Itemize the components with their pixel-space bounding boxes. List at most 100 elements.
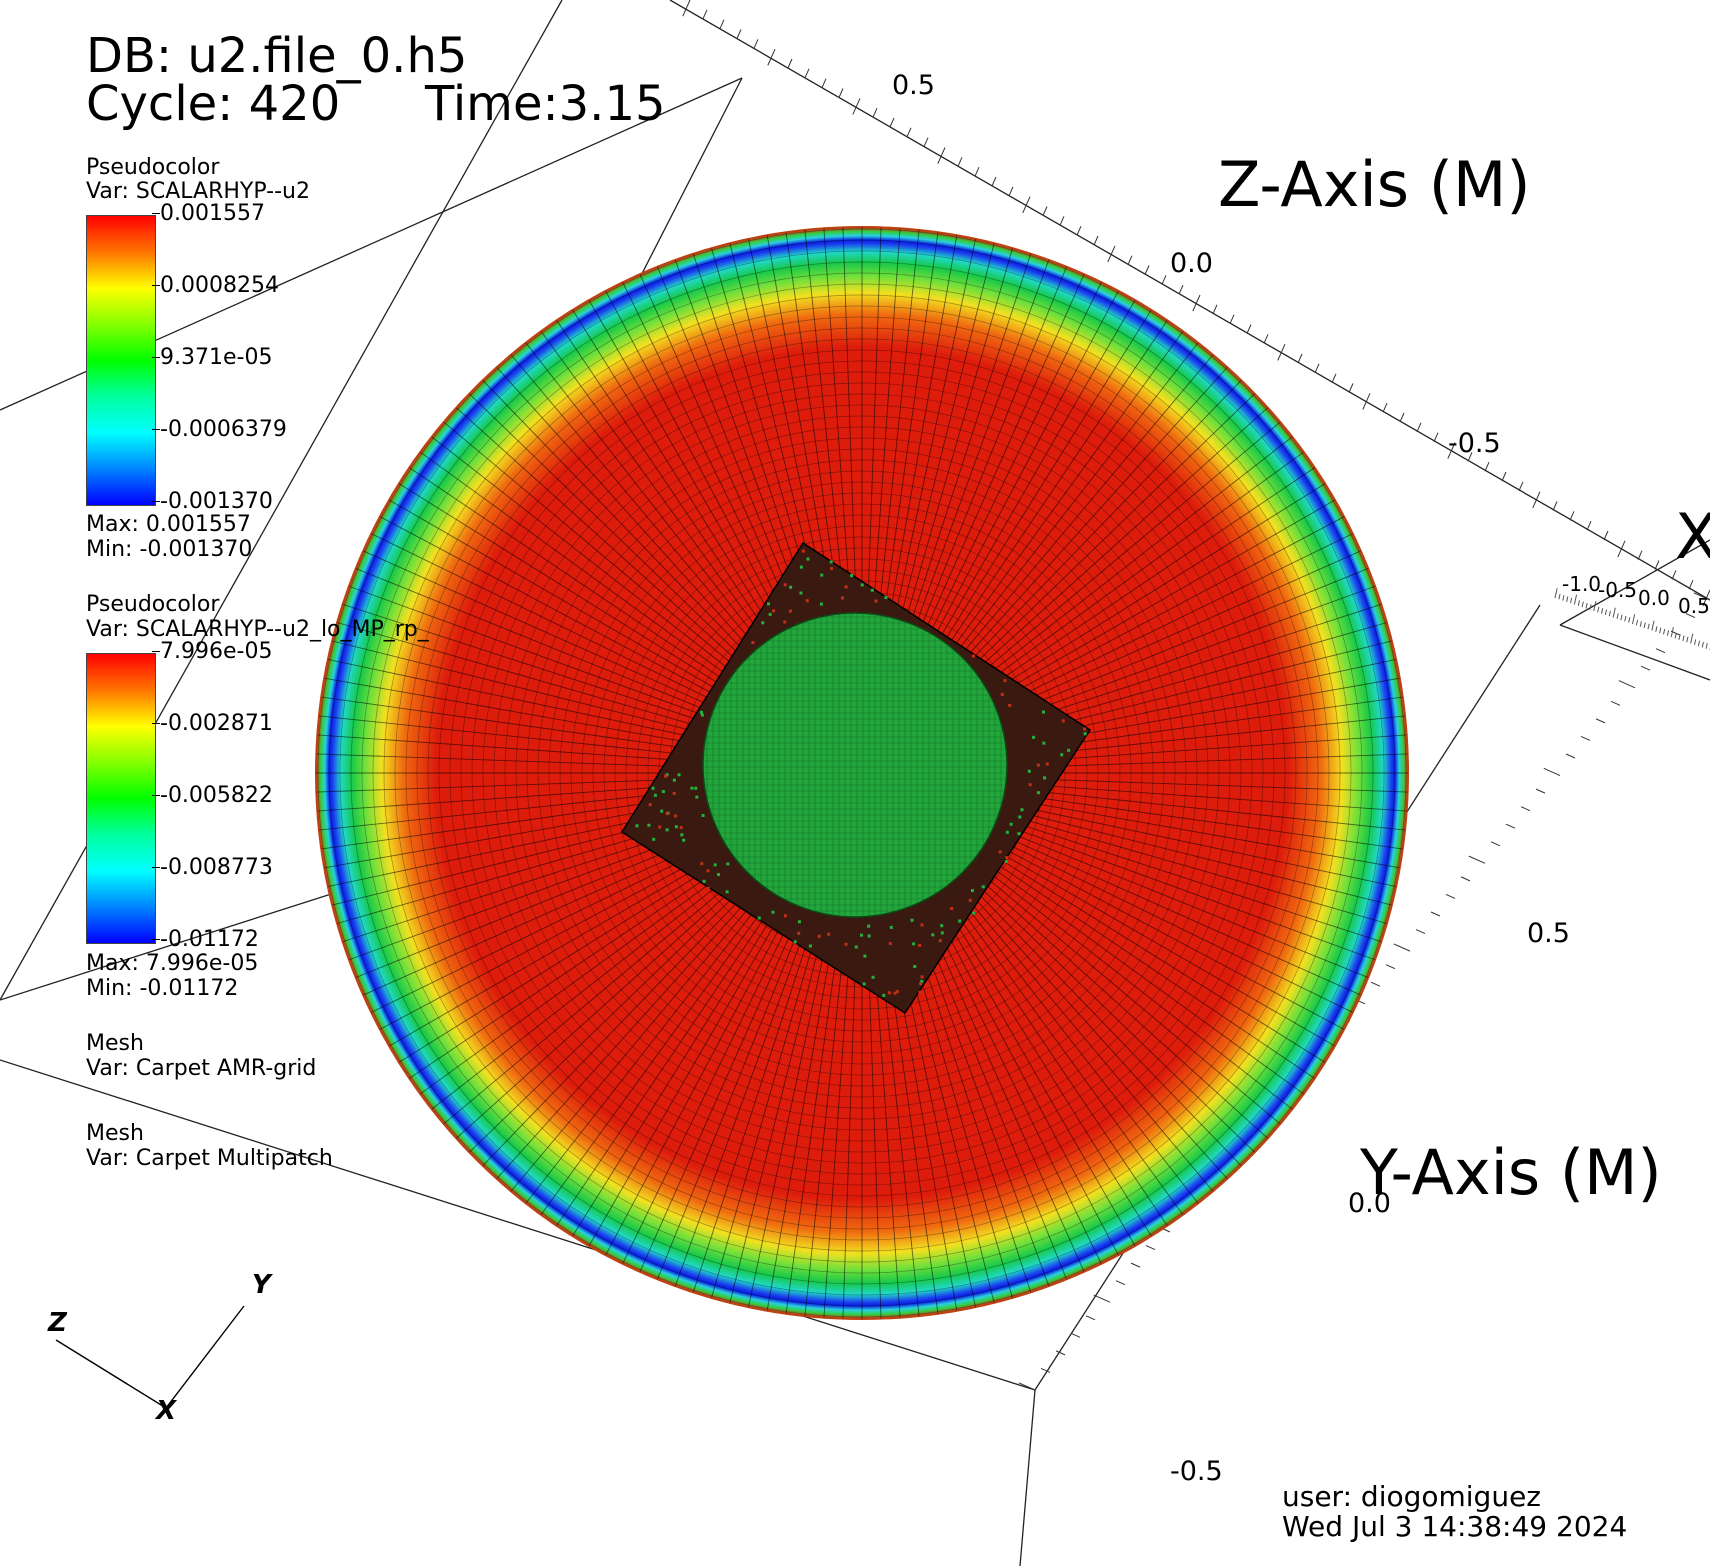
axis-tick xyxy=(822,79,826,88)
amr-cell xyxy=(680,826,683,829)
amr-cell xyxy=(830,560,833,563)
amr-cell xyxy=(751,641,754,644)
axis-tick xyxy=(1559,594,1560,599)
triad-y-label: Y xyxy=(252,1270,271,1300)
amr-cell xyxy=(1037,764,1040,767)
amr-cell xyxy=(772,609,775,612)
legend2-min: Min: -0.01172 xyxy=(86,976,238,1001)
axis-tick xyxy=(839,89,843,98)
amr-cell xyxy=(912,942,915,945)
y-axis-title: Y-Axis (M) xyxy=(1360,1136,1662,1209)
axis-triad xyxy=(56,1306,244,1408)
axis-tick xyxy=(1590,604,1591,609)
legend2-tick: -0.002871 xyxy=(160,711,273,736)
amr-cell xyxy=(636,824,639,827)
axis-tick xyxy=(1553,502,1557,511)
axis-tick xyxy=(1469,856,1485,863)
axis-tick xyxy=(805,69,809,78)
amr-cell xyxy=(1010,823,1013,826)
axis-tick xyxy=(1060,216,1064,225)
legend2-plot-type: Pseudocolor xyxy=(86,592,219,617)
legend1-min: Min: -0.001370 xyxy=(86,537,252,562)
axis-tick xyxy=(1009,187,1013,196)
axis-tick xyxy=(1604,531,1608,540)
axis-tick xyxy=(1506,824,1515,828)
axis-tick xyxy=(1625,616,1626,621)
amr-cell xyxy=(784,583,787,586)
amr-cell xyxy=(919,982,922,985)
amr-cell xyxy=(884,596,887,599)
axis-tick xyxy=(1618,541,1625,557)
axis-tick xyxy=(1502,472,1506,481)
x-axis-title: X xyxy=(1675,500,1710,573)
amr-cell xyxy=(666,812,669,815)
amr-cell xyxy=(1005,856,1008,859)
amr-cell xyxy=(939,939,942,942)
amr-cell xyxy=(890,926,893,929)
amr-cell xyxy=(1018,816,1021,819)
amr-cell xyxy=(758,917,761,920)
amr-cell xyxy=(682,839,685,842)
axis-tick xyxy=(1071,1333,1080,1337)
axis-tick xyxy=(1683,636,1684,641)
legend2-tick: -0.01172 xyxy=(160,927,259,952)
amr-cell xyxy=(950,907,953,910)
axis-tick xyxy=(1043,207,1047,216)
axis-tick xyxy=(1213,305,1217,314)
amr-cell xyxy=(920,923,923,926)
amr-cell xyxy=(761,621,764,624)
amr-cell xyxy=(714,863,717,866)
axis-tick xyxy=(1655,561,1659,570)
amr-cell xyxy=(1084,732,1087,735)
axis-tick xyxy=(1566,754,1575,758)
amr-cell xyxy=(806,558,809,561)
amr-cell xyxy=(767,602,770,605)
axis-tick xyxy=(1162,275,1166,284)
axis-tick xyxy=(703,10,707,19)
axis-tick xyxy=(1094,236,1098,245)
amr-cell xyxy=(695,796,698,799)
axis-tick xyxy=(1278,344,1285,360)
axis-tick xyxy=(1536,789,1545,793)
amr-cell xyxy=(809,944,812,947)
legend1-tick: -0.0006379 xyxy=(160,417,287,442)
axis-tick xyxy=(1667,630,1668,635)
axis-tick xyxy=(1691,634,1693,644)
amr-cell xyxy=(1060,753,1063,756)
amr-cell xyxy=(863,955,866,958)
amr-cell xyxy=(863,982,866,985)
axis-tick xyxy=(924,138,928,147)
amr-cell xyxy=(702,814,705,817)
amr-cell xyxy=(931,933,934,936)
axis-tick xyxy=(1131,1263,1140,1267)
axis-tick xyxy=(1629,617,1630,622)
x-tick-label: -0.5 xyxy=(1598,578,1637,602)
axis-tick xyxy=(975,167,979,176)
amr-cell xyxy=(1008,704,1011,707)
amr-cell xyxy=(649,803,652,806)
legend1-tick: -0.001370 xyxy=(160,489,273,514)
axis-tick xyxy=(1689,580,1693,589)
amr-cell xyxy=(882,994,885,997)
axis-tick xyxy=(1555,588,1557,598)
axis-tick xyxy=(1644,623,1645,628)
legend1-tick: 9.371e-05 xyxy=(160,345,272,370)
amr-cell xyxy=(1020,808,1023,811)
cycle-label: Cycle: 420 xyxy=(86,80,340,128)
amr-cell xyxy=(662,790,665,793)
axis-tick xyxy=(1570,511,1574,520)
axis-tick xyxy=(1145,266,1149,275)
axis-tick xyxy=(1247,325,1251,334)
amr-cell xyxy=(802,550,805,553)
axis-tick xyxy=(1581,736,1590,740)
axis-tick xyxy=(1617,613,1618,618)
axis-tick xyxy=(890,118,894,127)
axis-tick xyxy=(1416,930,1425,934)
axis-tick xyxy=(958,157,962,166)
amr-cell xyxy=(797,932,800,935)
z-tick-label: 0.0 xyxy=(1170,248,1213,279)
axis-tick xyxy=(1619,681,1635,688)
axis-tick xyxy=(1116,1281,1125,1285)
amr-cell xyxy=(799,592,802,595)
amr-cell xyxy=(700,711,703,714)
